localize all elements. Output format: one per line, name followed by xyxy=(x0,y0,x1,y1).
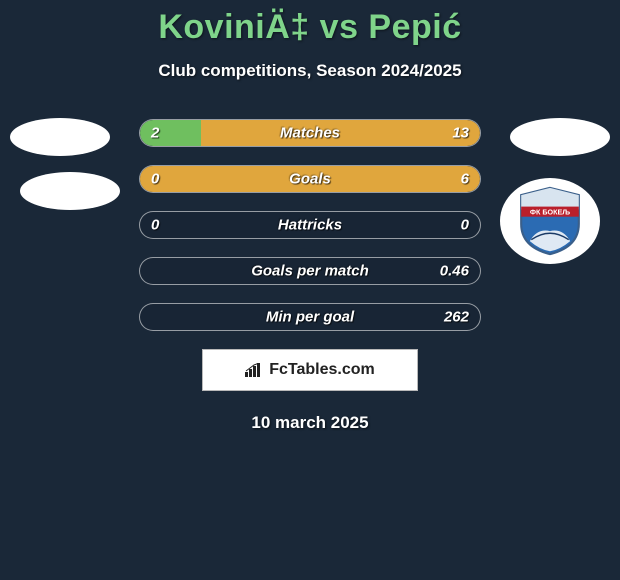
stat-value-right: 13 xyxy=(452,125,469,142)
stat-value-left: 0 xyxy=(151,171,159,188)
stats-area: 2 Matches 13 0 Goals 6 0 Hattricks 0 xyxy=(0,119,620,331)
stat-value-right: 0 xyxy=(461,217,469,234)
page-title: KoviniÄ‡ vs Pepić xyxy=(0,0,620,47)
stat-value-left: 2 xyxy=(151,125,159,142)
stat-row-matches: 2 Matches 13 xyxy=(139,119,481,147)
stat-bar-right xyxy=(201,120,480,146)
stat-label: Matches xyxy=(280,125,340,142)
stat-row-min-per-goal: Min per goal 262 xyxy=(139,303,481,331)
watermark: FcTables.com xyxy=(202,349,418,391)
stat-label: Goals per match xyxy=(251,263,369,280)
stat-row-goals-per-match: Goals per match 0.46 xyxy=(139,257,481,285)
stat-value-right: 0.46 xyxy=(440,263,469,280)
page-subtitle: Club competitions, Season 2024/2025 xyxy=(0,61,620,81)
stat-bar-left xyxy=(140,120,201,146)
bar-chart-icon xyxy=(245,363,263,377)
stat-value-right: 6 xyxy=(461,171,469,188)
stat-row-hattricks: 0 Hattricks 0 xyxy=(139,211,481,239)
stat-value-left: 0 xyxy=(151,217,159,234)
footer-date: 10 march 2025 xyxy=(0,413,620,433)
stat-row-goals: 0 Goals 6 xyxy=(139,165,481,193)
watermark-text: FcTables.com xyxy=(269,361,375,379)
content-root: KoviniÄ‡ vs Pepić Club competitions, Sea… xyxy=(0,0,620,580)
stat-label: Min per goal xyxy=(266,309,354,326)
stat-value-right: 262 xyxy=(444,309,469,326)
stat-label: Goals xyxy=(289,171,331,188)
stat-label: Hattricks xyxy=(278,217,342,234)
